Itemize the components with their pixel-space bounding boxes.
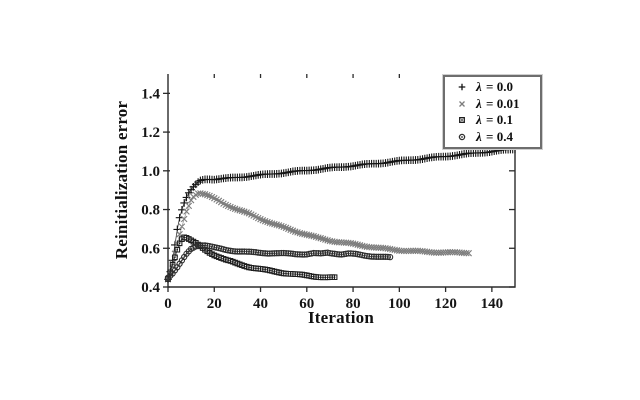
x-tick-label: 140 bbox=[481, 296, 504, 312]
legend-entry-lambda-0.01: λ = 0.01 bbox=[454, 96, 540, 112]
legend-entry-lambda-0.0: λ = 0.0 bbox=[454, 79, 540, 95]
x-tick-label: 100 bbox=[388, 296, 411, 312]
plus-marker-icon bbox=[458, 83, 466, 91]
series-lambda-0.0 bbox=[164, 145, 519, 284]
legend: λ = 0.0 λ = 0.01 λ = 0.1 λ = 0.4 bbox=[443, 75, 542, 149]
marker-center-dots bbox=[167, 244, 391, 279]
legend-label: λ = 0.01 bbox=[476, 95, 520, 111]
x-tick-label: 0 bbox=[164, 296, 172, 312]
legend-label: λ = 0.4 bbox=[476, 128, 513, 144]
cross-marker-icon bbox=[459, 100, 465, 107]
y-tick-label: 1.2 bbox=[141, 125, 160, 141]
y-tick-label: 0.6 bbox=[141, 241, 160, 257]
x-tick-label: 60 bbox=[299, 296, 314, 312]
x-tick-label: 80 bbox=[346, 296, 361, 312]
legend-label: λ = 0.0 bbox=[476, 79, 513, 95]
y-axis-label: Reinitialization error bbox=[112, 100, 131, 260]
x-tick-label: 40 bbox=[253, 296, 268, 312]
axes-frame bbox=[167, 74, 516, 288]
y-tick-label: 0.4 bbox=[141, 280, 160, 296]
series-lambda-0.4 bbox=[164, 242, 394, 281]
y-tick-label: 1.4 bbox=[141, 86, 160, 102]
x-tick-label: 120 bbox=[434, 296, 457, 312]
tick-labels: 0 20 40 60 80 100 120 140 0.4 0.6 0.8 1.0 1.2 1.4 bbox=[141, 86, 503, 312]
legend-entry-lambda-0.1: λ = 0.1 bbox=[454, 112, 540, 128]
series-lambda-0.1 bbox=[165, 234, 338, 282]
legend-label: λ = 0.1 bbox=[476, 112, 513, 128]
square-dot-marker-icon bbox=[459, 117, 465, 124]
series-lambda-0.01 bbox=[164, 190, 472, 283]
x-tick-label: 20 bbox=[207, 296, 222, 312]
y-tick-label: 0.8 bbox=[141, 203, 160, 219]
circle-dot-marker-icon bbox=[458, 133, 466, 140]
y-tick-label: 1.0 bbox=[141, 164, 160, 180]
legend-entry-lambda-0.4: λ = 0.4 bbox=[454, 129, 540, 145]
x-axis-label: Iteration bbox=[307, 308, 375, 327]
